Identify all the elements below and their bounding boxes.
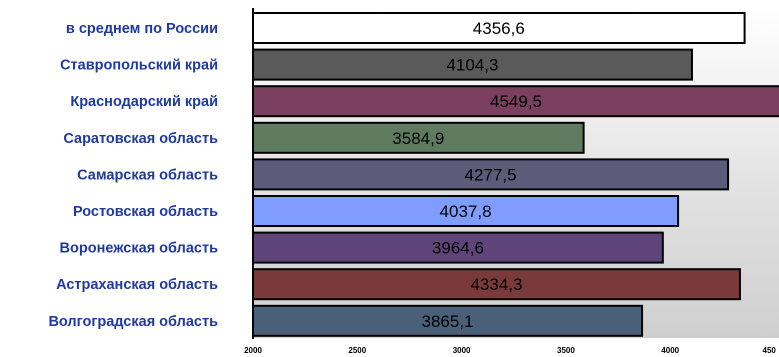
bar — [252, 48, 693, 81]
bar — [252, 304, 644, 337]
x-tick-label: 3000 — [453, 346, 471, 355]
x-tick-label: 2000 — [244, 346, 262, 355]
bar — [252, 195, 680, 227]
bar — [252, 231, 664, 264]
bar-value-label: 3865,1 — [422, 312, 474, 331]
bar-value-label: 4037,8 — [440, 202, 492, 221]
category-label: Саратовская область — [63, 131, 218, 147]
bar-value-label: 3584,9 — [392, 129, 444, 148]
bar-value-label: 4549,5 — [490, 92, 542, 111]
bar — [252, 268, 741, 301]
bar-value-label: 3964,6 — [432, 239, 484, 258]
x-tick-label: 3500 — [557, 346, 575, 355]
category-label: Краснодарский край — [70, 94, 218, 110]
category-label: Самарская область — [77, 167, 218, 183]
category-label: Ставропольский край — [60, 58, 218, 74]
category-label: Волгоградская область — [48, 314, 218, 330]
x-tick-label: 450 — [763, 346, 777, 355]
bar-value-label: 4277,5 — [465, 165, 517, 184]
bar-value-label: 4104,3 — [446, 56, 498, 75]
x-tick-label: 2500 — [348, 346, 366, 355]
category-label: Воронежская область — [60, 241, 219, 257]
category-label: Астраханская область — [56, 277, 218, 293]
category-label: в среднем по России — [66, 21, 218, 37]
bar-value-label: 4334,3 — [470, 275, 522, 294]
bar — [252, 121, 585, 154]
bar-value-label: 4356,6 — [473, 19, 525, 38]
bar — [252, 12, 746, 44]
category-label: Ростовская область — [73, 204, 218, 220]
x-tick-label: 4000 — [661, 346, 679, 355]
